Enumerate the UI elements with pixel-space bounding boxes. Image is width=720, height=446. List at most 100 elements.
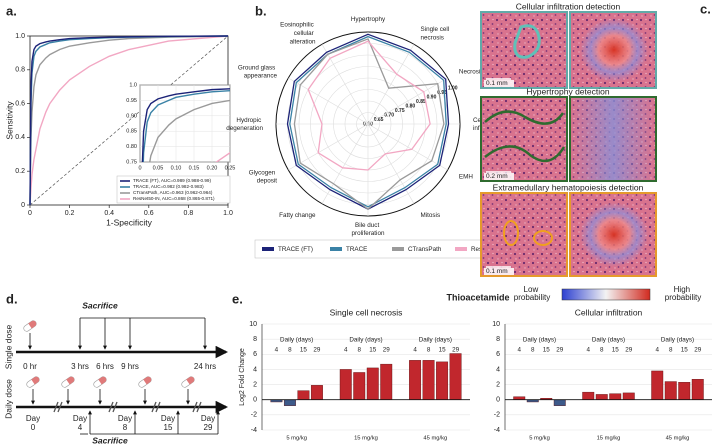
subcategory-label: 4 (655, 347, 659, 354)
radial-tick-label: 1.00 (448, 85, 458, 91)
legend-swatch (262, 247, 274, 251)
panel-label: c. (700, 1, 711, 16)
category-label: EMH (459, 173, 473, 180)
panel-label: e. (232, 291, 243, 306)
radial-tick-label: 0.95 (437, 90, 447, 96)
pill-icon (23, 320, 37, 332)
radial-tick-label: 0.85 (416, 99, 426, 105)
day-number: 29 (204, 423, 213, 432)
y-tick-label: 8 (253, 336, 257, 343)
y-axis-label: Sensitivity (4, 101, 14, 140)
bar (380, 363, 393, 400)
subcategory-label: 4 (586, 347, 590, 354)
y-tick-label: 1.0 (15, 33, 25, 40)
spoke (321, 123, 369, 204)
y-tick-label: 0.8 (15, 67, 25, 74)
subcategory-label: 15 (681, 347, 689, 354)
day-word: Day (161, 414, 175, 423)
group-header: Daily (days) (349, 337, 382, 344)
legend-box (116, 175, 231, 204)
legend-swatch (330, 247, 342, 251)
roc-curve (29, 35, 229, 206)
subcategory-label: 15 (439, 347, 447, 354)
x-tick-label: 0.8 (184, 210, 194, 217)
bar (339, 369, 352, 400)
heatmap (580, 202, 648, 267)
pill-half (143, 376, 152, 385)
pill-icon (61, 376, 75, 388)
y-tick-label: -4 (251, 427, 257, 434)
scale-bg (484, 173, 514, 180)
subcategory-label: 29 (694, 347, 702, 354)
y-tick-label: 2 (496, 381, 500, 388)
spoke (367, 77, 448, 125)
group-header: Daily (days) (419, 337, 452, 344)
category-label: Glycogen deposit (249, 169, 278, 184)
bar (553, 399, 566, 406)
bar (310, 385, 323, 400)
roc-curve (149, 99, 230, 162)
roc-curve (29, 35, 229, 206)
bar (582, 391, 595, 400)
day-word: Day (73, 414, 87, 423)
inset-y-tick-label: 0.95 (126, 98, 137, 104)
sacrifice-label: Sacrifice (92, 435, 128, 445)
y-axis-label: Log2 Fold Change (239, 348, 246, 406)
y-tick-label: 2 (253, 381, 257, 388)
inset-x-tick-label: 0.15 (189, 165, 200, 171)
annotation (484, 110, 566, 163)
scale-bg (484, 268, 514, 275)
time-label: 6 hrs (96, 362, 114, 371)
y-tick-label: 10 (249, 321, 257, 328)
day-number: 0 (31, 423, 36, 432)
spoke (288, 77, 369, 125)
time-label: 3 hrs (71, 362, 89, 371)
group-label: 5 mg/kg (286, 436, 307, 442)
category-label: Single cell necrosis (421, 26, 451, 41)
scale-label: 0.1 mm (486, 268, 508, 275)
pill-icon (181, 376, 195, 388)
scale-bg (484, 80, 514, 87)
day-number: 15 (164, 423, 173, 432)
bar (449, 353, 462, 400)
annotation (533, 230, 553, 246)
legend-label: TRACE (FT), AUC=0.989 (0.988-0.99) (133, 178, 211, 183)
group-label: 45 mg/kg (423, 436, 447, 442)
y-tick-label: 0.4 (15, 134, 25, 141)
radial-tick-label: 0.65 (374, 117, 384, 123)
chart-title: Single cell necrosis (330, 307, 403, 317)
category-label: Ground glass appearance (238, 64, 278, 79)
colorbar-high: High probability (665, 285, 701, 302)
subcategory-label: 29 (556, 347, 564, 354)
spoke (288, 123, 369, 171)
y-tick-label: 6 (253, 351, 257, 358)
subcategory-label: 8 (531, 347, 535, 354)
group-label: 45 mg/kg (666, 436, 690, 442)
day-word: Day (118, 414, 132, 423)
legend-label: TRACE (FT) (278, 246, 313, 253)
inset-x-tick-label: 0 (138, 165, 141, 171)
tissue-image (480, 192, 568, 277)
row-label: Single dose (3, 325, 13, 370)
category-label: Bile duct proliferation (352, 221, 385, 236)
category-label: Eosinophilic cellular alteration (280, 21, 316, 45)
time-label: 24 hrs (194, 362, 216, 371)
category-label: Mitosis (421, 212, 441, 219)
pill-icon (26, 376, 40, 388)
day-word: Day (201, 414, 215, 423)
axis-break (151, 401, 161, 413)
colorbar-low: Low probability (514, 285, 550, 302)
y-tick-label: 0 (496, 397, 500, 404)
subcategory-label: 4 (344, 347, 348, 354)
panel-label: b. (255, 3, 267, 18)
image-title: Hypertrophy detection (526, 86, 609, 96)
bar (353, 372, 366, 400)
group-header: Daily (days) (592, 337, 625, 344)
x-tick-label: 0 (28, 210, 32, 217)
group-header: Daily (days) (523, 337, 556, 344)
spoke (321, 44, 369, 125)
axis-break (108, 401, 118, 413)
time-label: 9 hrs (121, 362, 139, 371)
x-axis-label: 1-Specificity (106, 217, 153, 227)
y-tick-label: -4 (494, 427, 500, 434)
